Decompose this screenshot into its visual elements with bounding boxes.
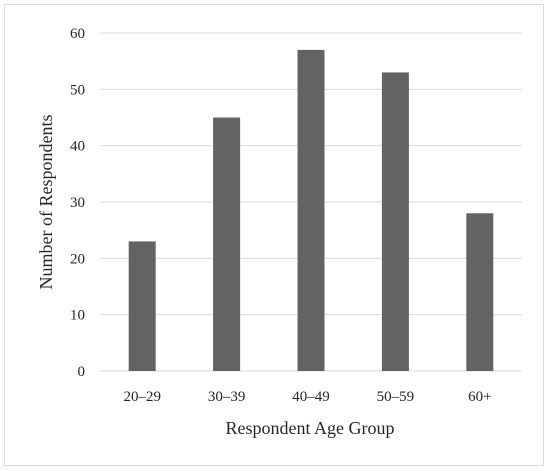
x-tick-label: 60+ — [468, 389, 491, 405]
y-tick-label: 50 — [70, 82, 85, 98]
x-tick-label: 30–39 — [208, 389, 246, 405]
x-tick-label: 40–49 — [292, 389, 330, 405]
y-tick-label: 40 — [70, 139, 85, 155]
chart-frame — [4, 4, 544, 466]
bar-30–39 — [213, 117, 241, 371]
x-axis-title: Respondent Age Group — [226, 418, 395, 438]
y-tick-label: 60 — [70, 26, 85, 42]
y-axis-title: Number of Respondents — [36, 115, 56, 290]
y-tick-label: 30 — [70, 195, 85, 211]
x-tick-label: 20–29 — [123, 389, 161, 405]
bar-40–49 — [297, 49, 325, 372]
x-tick-labels: 20–29 30–39 40–49 50–59 60+ — [123, 389, 491, 405]
x-tick-label: 50–59 — [377, 389, 415, 405]
y-tick-labels: 0 10 20 30 40 50 60 — [70, 26, 85, 380]
bar-50–59 — [381, 72, 409, 371]
y-tick-label: 20 — [70, 251, 85, 267]
bars — [128, 49, 494, 372]
bar-60+ — [466, 213, 494, 371]
y-tick-label: 0 — [78, 364, 86, 380]
bar-20–29 — [128, 241, 156, 371]
y-tick-label: 10 — [70, 308, 85, 324]
